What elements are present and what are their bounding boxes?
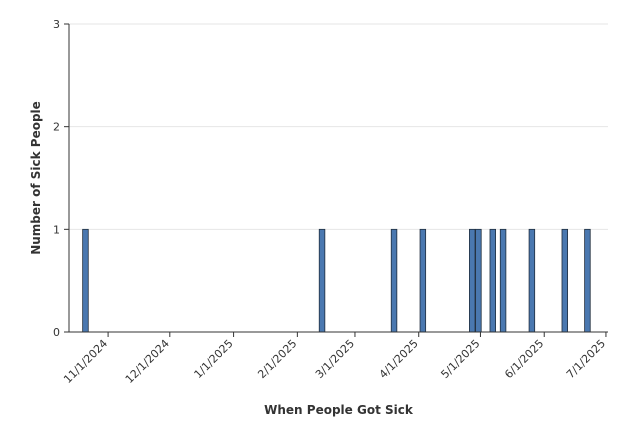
y-tick-label: 2 <box>53 121 60 134</box>
y-gridlines <box>69 23 608 230</box>
y-tick-label: 0 <box>53 326 60 339</box>
bar <box>561 228 569 333</box>
y-tick-label: 1 <box>53 223 60 236</box>
bar <box>489 228 497 333</box>
y-tick-label: 3 <box>53 18 60 31</box>
bar <box>469 228 476 333</box>
bar <box>82 228 89 333</box>
x-tick-label: 1/1/2025 <box>192 337 236 381</box>
x-tick-label: 6/1/2025 <box>502 337 546 381</box>
x-tick-label: 12/1/2024 <box>123 337 172 386</box>
x-ticks: 11/1/2024 12/1/2024 1/1/2025 2/1/2025 3/1/20… <box>61 332 608 386</box>
bars <box>82 228 591 333</box>
x-axis-title: When People Got Sick <box>264 403 414 417</box>
x-tick-label: 11/1/2024 <box>61 337 110 386</box>
bar <box>318 228 326 333</box>
x-tick-label: 2/1/2025 <box>255 337 299 381</box>
bar <box>419 228 427 333</box>
x-tick-label: 5/1/2025 <box>438 337 482 381</box>
bar <box>584 228 591 333</box>
x-tick-label: 4/1/2025 <box>377 337 421 381</box>
y-axis-title: Number of Sick People <box>29 101 43 255</box>
bar <box>528 228 536 333</box>
x-tick-label: 3/1/2025 <box>313 337 357 381</box>
bar <box>390 228 398 333</box>
x-tick-label: 7/1/2025 <box>564 337 608 381</box>
bar <box>499 228 507 333</box>
y-ticks: 0 1 2 3 <box>53 18 69 339</box>
axes <box>68 24 608 333</box>
bar <box>475 228 482 333</box>
